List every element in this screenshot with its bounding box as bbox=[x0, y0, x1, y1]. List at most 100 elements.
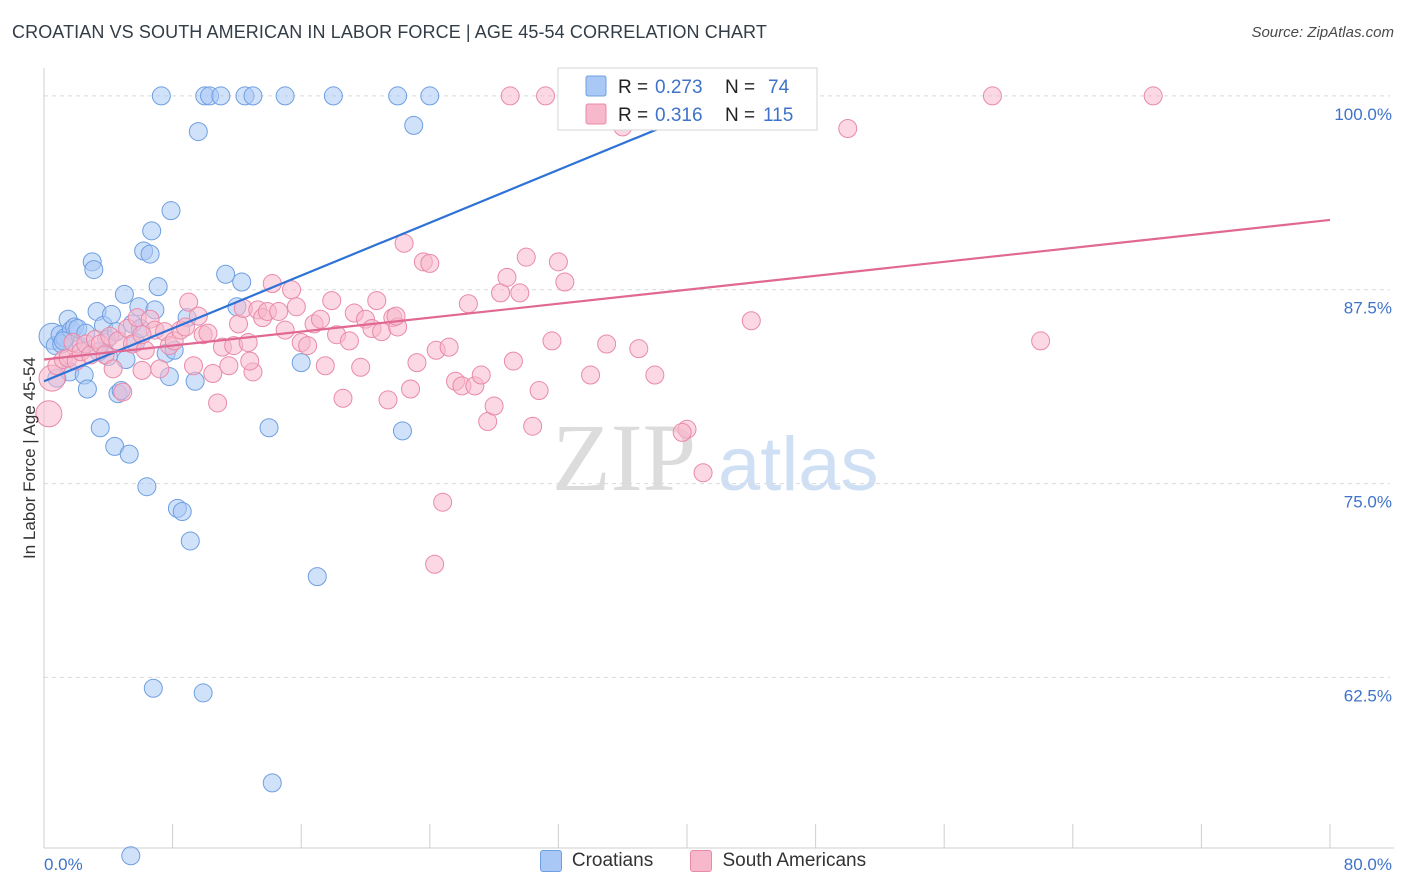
y-tick-label-1: 75.0% bbox=[1344, 493, 1392, 512]
point-croatians-35 bbox=[142, 221, 162, 241]
point-south-americans-94 bbox=[548, 252, 568, 272]
point-croatians-69 bbox=[121, 846, 141, 866]
point-south-americans-56 bbox=[315, 356, 335, 376]
point-croatians-15 bbox=[84, 260, 104, 280]
point-south-americans-109 bbox=[425, 554, 445, 574]
point-south-americans-34 bbox=[198, 323, 218, 343]
point-south-americans-100 bbox=[629, 339, 649, 359]
point-croatians-54 bbox=[232, 272, 252, 292]
point-south-americans-36 bbox=[208, 393, 228, 413]
grid-lines bbox=[44, 95, 1390, 678]
point-south-americans-111 bbox=[672, 422, 692, 442]
point-south-americans-62 bbox=[351, 357, 371, 377]
point-south-americans-77 bbox=[439, 337, 459, 357]
point-croatians-62 bbox=[388, 86, 408, 106]
point-south-americans-72 bbox=[407, 353, 427, 373]
legend-swatch-croatians bbox=[585, 75, 607, 97]
legend-r-label-south-americans: R = bbox=[618, 105, 648, 126]
point-south-americans-80 bbox=[458, 294, 478, 314]
legend-n-label-croatians: N = bbox=[725, 77, 755, 98]
point-south-americans-93 bbox=[542, 331, 562, 351]
series-croatians bbox=[38, 86, 440, 866]
point-croatians-38 bbox=[151, 86, 171, 106]
point-south-americans-24 bbox=[150, 359, 170, 379]
trendline-croatians bbox=[43, 125, 664, 383]
point-south-americans-20 bbox=[132, 360, 152, 380]
watermark-atlas: atlas bbox=[718, 422, 879, 507]
point-croatians-21 bbox=[102, 305, 122, 325]
point-croatians-17 bbox=[90, 418, 110, 438]
point-south-americans-57 bbox=[322, 291, 342, 311]
point-south-americans-92 bbox=[536, 86, 556, 106]
point-south-americans-89 bbox=[516, 247, 536, 267]
point-croatians-34 bbox=[140, 244, 160, 264]
point-croatians-13 bbox=[77, 379, 97, 399]
legend-swatch-south-americans bbox=[585, 103, 607, 125]
point-south-americans-84 bbox=[484, 396, 504, 416]
series-legend: Croatians South Americans bbox=[0, 850, 1406, 878]
point-south-americans-71 bbox=[401, 379, 421, 399]
point-south-americans-60 bbox=[339, 331, 359, 351]
legend-n-value-south-americans: 115 bbox=[763, 105, 793, 126]
point-south-americans-104 bbox=[741, 311, 761, 331]
correlation-legend: R = 0.273 N = 74 R = 0.316 N = 115 bbox=[557, 67, 818, 131]
point-south-americans-53 bbox=[298, 336, 318, 356]
point-south-americans-90 bbox=[523, 416, 543, 436]
point-south-americans-65 bbox=[367, 291, 387, 311]
point-south-americans-55 bbox=[310, 309, 330, 329]
point-croatians-66 bbox=[143, 678, 163, 698]
trendlines bbox=[43, 125, 1331, 383]
point-croatians-58 bbox=[275, 86, 295, 106]
y-tick-label-2: 87.5% bbox=[1344, 299, 1392, 318]
legend-label-south-americans: South Americans bbox=[722, 850, 867, 871]
point-south-americans-74 bbox=[420, 253, 440, 273]
point-croatians-67 bbox=[193, 683, 213, 703]
point-south-americans-67 bbox=[378, 390, 398, 410]
legend-label-croatians: Croatians bbox=[571, 850, 654, 871]
point-south-americans-35 bbox=[203, 363, 223, 383]
x-tick-label-max: 80.0% bbox=[1344, 855, 1392, 874]
point-south-americans-59 bbox=[333, 388, 353, 408]
legend-swatch-pink bbox=[690, 850, 713, 872]
x-tick-label-min: 0.0% bbox=[44, 855, 83, 874]
axes bbox=[43, 68, 1394, 849]
point-south-americans-88 bbox=[510, 283, 530, 303]
point-croatians-60 bbox=[307, 567, 327, 587]
point-croatians-56 bbox=[243, 86, 263, 106]
point-south-americans-97 bbox=[581, 365, 601, 385]
watermark-zip: ZIP bbox=[552, 404, 696, 511]
zipatlas-watermark: ZIP atlas bbox=[552, 404, 879, 511]
point-south-americans-38 bbox=[219, 356, 239, 376]
point-south-americans-91 bbox=[529, 381, 549, 401]
point-south-americans-105 bbox=[838, 118, 858, 138]
point-croatians-64 bbox=[404, 115, 424, 135]
point-croatians-61 bbox=[323, 86, 343, 106]
point-south-americans-16 bbox=[113, 382, 133, 402]
point-south-americans-51 bbox=[286, 297, 306, 317]
point-croatians-48 bbox=[188, 122, 208, 142]
point-croatians-65 bbox=[420, 86, 440, 106]
legend-r-value-south-americans: 0.316 bbox=[655, 105, 703, 126]
point-south-americans-0 bbox=[35, 400, 63, 428]
legend-n-label-south-americans: N = bbox=[725, 105, 755, 126]
point-south-americans-48 bbox=[269, 301, 289, 321]
y-tick-label-0: 62.5% bbox=[1344, 686, 1392, 705]
point-south-americans-95 bbox=[555, 272, 575, 292]
point-south-americans-86 bbox=[497, 267, 517, 287]
point-croatians-51 bbox=[211, 86, 231, 106]
point-south-americans-98 bbox=[597, 334, 617, 354]
legend-swatch-blue bbox=[539, 850, 562, 872]
point-croatians-33 bbox=[137, 477, 157, 497]
legend-item-croatians: Croatians bbox=[539, 850, 654, 872]
point-south-americans-76 bbox=[433, 492, 453, 512]
chart-title: CROATIAN VS SOUTH AMERICAN IN LABOR FORC… bbox=[12, 22, 767, 42]
point-croatians-41 bbox=[161, 201, 181, 221]
point-south-americans-108 bbox=[1143, 86, 1163, 106]
point-croatians-37 bbox=[148, 277, 168, 297]
point-croatians-25 bbox=[114, 284, 134, 304]
legend-item-south-americans: South Americans bbox=[690, 850, 866, 872]
point-croatians-46 bbox=[180, 531, 200, 551]
legend-r-label-croatians: R = bbox=[618, 77, 648, 98]
point-croatians-44 bbox=[172, 501, 192, 521]
